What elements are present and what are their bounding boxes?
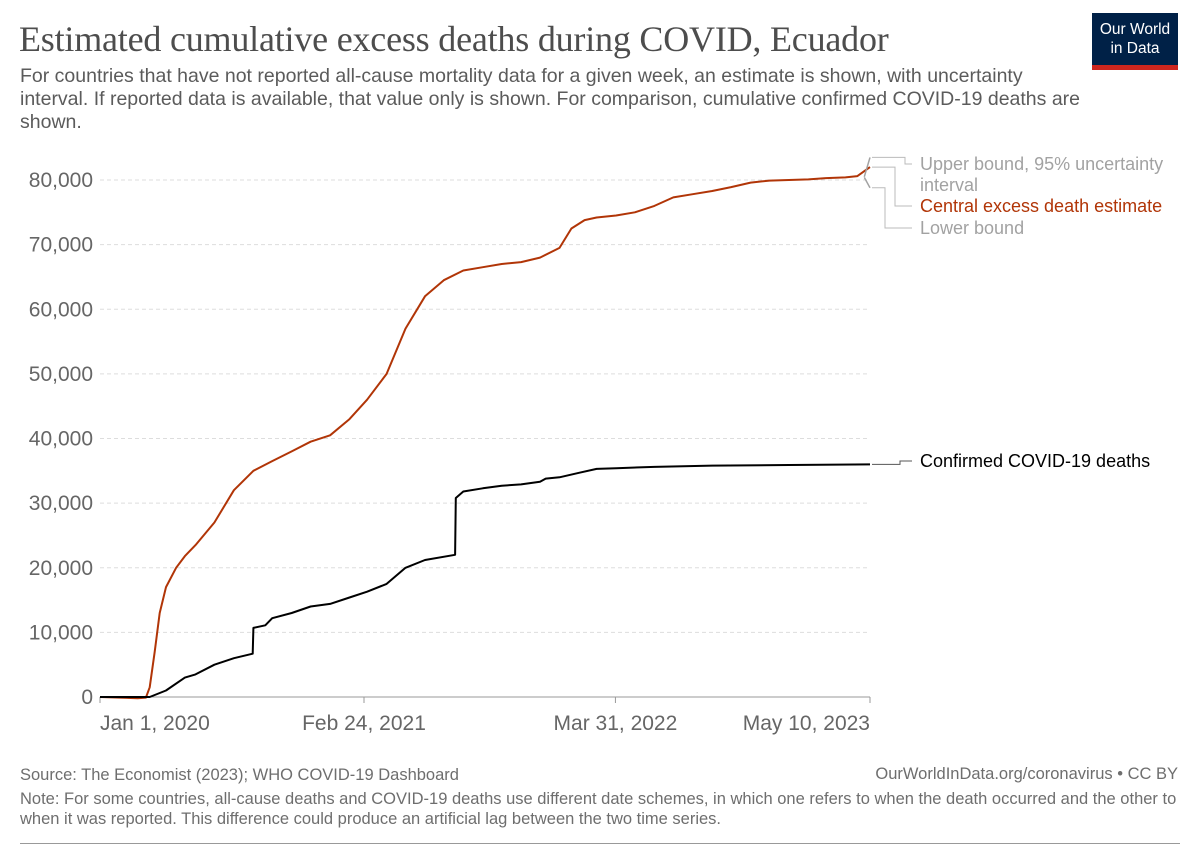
label-connector [872, 187, 912, 229]
label-connector [872, 166, 912, 207]
label-connector [872, 156, 912, 165]
y-tick-label: 10,000 [29, 621, 93, 644]
source-text: Source: The Economist (2023); WHO COVID-… [20, 766, 459, 784]
series-lines [99, 157, 871, 700]
series-line-excess [99, 166, 871, 700]
logo-line-1: Our World [1099, 21, 1171, 38]
chart-subtitle: For countries that have not reported all… [20, 65, 1081, 133]
bottom-divider [20, 843, 1180, 844]
x-tick-label: Mar 31, 2022 [554, 712, 678, 735]
series-label-confirmed: Confirmed COVID-19 deaths [920, 451, 1150, 471]
y-tick-label: 50,000 [29, 363, 93, 386]
x-tick-label: May 10, 2023 [743, 712, 870, 735]
y-tick-label: 70,000 [29, 234, 93, 257]
logo-accent-bar [1092, 65, 1178, 70]
y-tick-label: 60,000 [29, 298, 93, 321]
y-axis: 0 10,000 20,000 30,000 40,000 50,000 60,000 70,… [29, 169, 93, 709]
series-label-excess: Central excess death estimate [920, 196, 1162, 216]
series-line-confirmed [100, 463, 871, 698]
x-axis: Jan 1, 2020 Feb 24, 2021 Mar 31, 2022 May 1… [99, 696, 871, 735]
series-line-lower [863, 177, 871, 189]
y-tick-label: 30,000 [29, 492, 93, 515]
note-text: Note: For some countries, all-cause deat… [20, 790, 1177, 828]
gridlines [100, 179, 870, 633]
label-connector [872, 460, 912, 465]
y-tick-label: 80,000 [29, 169, 93, 192]
series-label-lower: Lower bound [920, 218, 1024, 238]
y-tick-label: 20,000 [29, 557, 93, 580]
x-tick-label: Jan 1, 2020 [100, 712, 210, 735]
credit-link[interactable]: OurWorldInData.org/coronavirus • CC BY [875, 765, 1178, 783]
series-label-upper: Upper bound, 95% uncertainty interval [920, 154, 1163, 195]
y-tick-label: 40,000 [29, 428, 93, 451]
owid-logo[interactable]: Our World in Data [1092, 13, 1178, 70]
series-line-upper [863, 157, 871, 178]
x-tick-label: Feb 24, 2021 [302, 712, 426, 735]
y-tick-label: 0 [81, 686, 93, 709]
series-labels: Upper bound, 95% uncertainty intervalCent… [872, 154, 1163, 471]
chart-title: Estimated cumulative excess deaths durin… [19, 19, 889, 59]
logo-line-2: in Data [1110, 40, 1160, 57]
